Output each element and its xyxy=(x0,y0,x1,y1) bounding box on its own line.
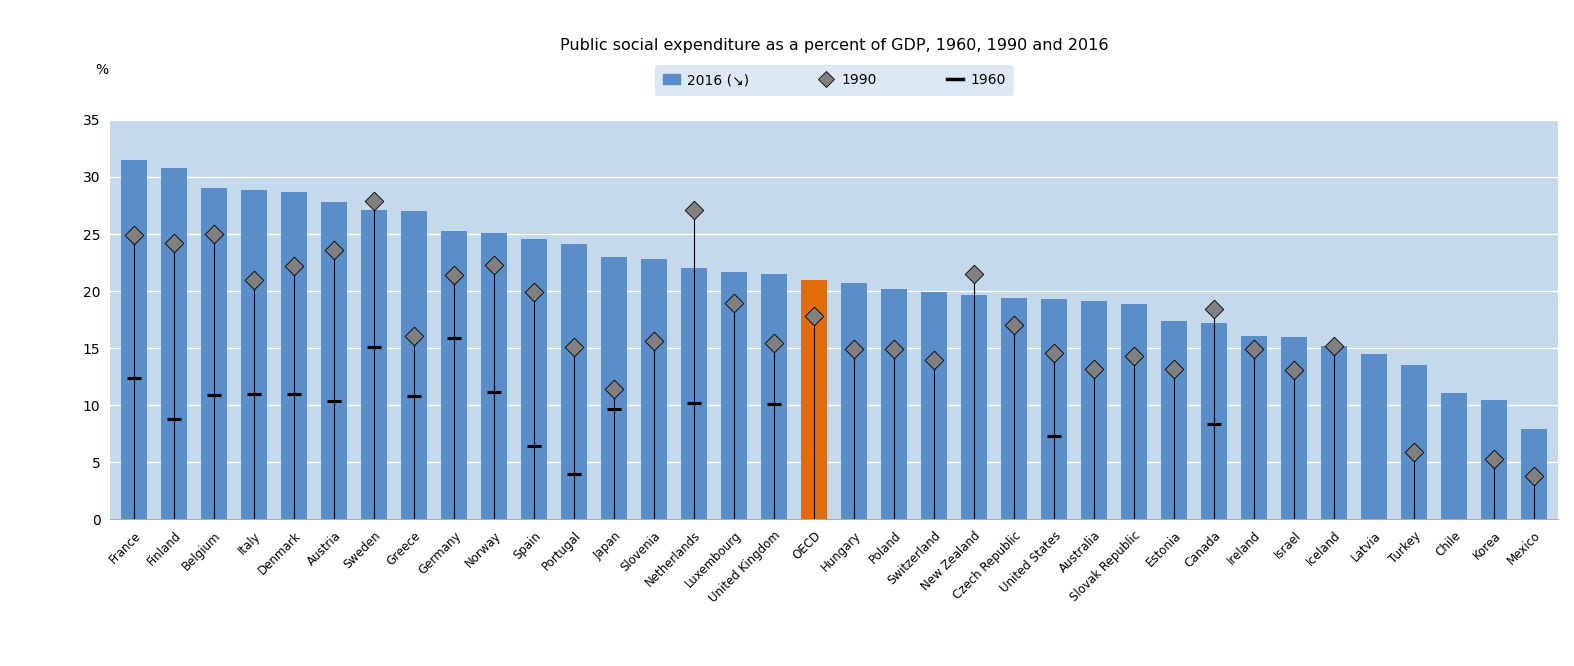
Point xyxy=(1481,454,1506,464)
Bar xyxy=(161,168,187,519)
Point xyxy=(521,287,546,298)
Bar xyxy=(962,294,987,519)
Bar xyxy=(321,202,348,519)
Point xyxy=(1402,447,1428,458)
Bar xyxy=(241,190,268,519)
Bar xyxy=(401,211,427,519)
Point xyxy=(1042,348,1067,358)
Point xyxy=(721,297,746,308)
Bar xyxy=(521,238,548,519)
Point xyxy=(1281,364,1306,375)
Bar xyxy=(1001,298,1028,519)
Point xyxy=(762,337,787,348)
Point xyxy=(201,228,227,239)
Point xyxy=(642,336,667,347)
Point xyxy=(1081,364,1107,374)
Text: %: % xyxy=(96,63,109,77)
Bar xyxy=(1162,321,1187,519)
Bar xyxy=(121,160,148,519)
Bar xyxy=(1042,299,1067,519)
Bar xyxy=(601,257,626,519)
Title: Public social expenditure as a percent of GDP, 1960, 1990 and 2016: Public social expenditure as a percent o… xyxy=(560,39,1108,53)
Point xyxy=(241,274,266,285)
Point xyxy=(162,238,187,248)
Bar xyxy=(1121,304,1147,519)
Point xyxy=(1322,340,1347,351)
Bar xyxy=(921,292,948,519)
Point xyxy=(922,354,948,365)
Bar xyxy=(682,268,707,519)
Point xyxy=(1001,320,1026,331)
Point xyxy=(482,260,507,270)
Point xyxy=(1522,471,1547,482)
Point xyxy=(321,244,346,255)
Point xyxy=(962,268,987,279)
Bar xyxy=(762,274,787,519)
Point xyxy=(1122,351,1147,362)
Point xyxy=(1201,304,1226,315)
Point xyxy=(362,196,387,206)
Bar xyxy=(201,188,227,519)
Bar xyxy=(1442,393,1467,519)
Bar xyxy=(841,283,867,519)
Bar xyxy=(1281,337,1308,519)
Bar xyxy=(1242,336,1267,519)
Bar xyxy=(1401,366,1428,519)
Point xyxy=(682,204,707,215)
Bar xyxy=(1081,302,1107,519)
Point xyxy=(1162,364,1187,374)
Bar xyxy=(1520,430,1547,519)
Point xyxy=(401,330,427,341)
Point xyxy=(562,342,587,352)
Bar xyxy=(282,192,307,519)
Legend: 2016 (↘), 1990, 1960: 2016 (↘), 1990, 1960 xyxy=(655,65,1014,95)
Bar xyxy=(562,244,587,519)
Point xyxy=(842,344,867,355)
Point xyxy=(881,344,907,355)
Bar xyxy=(641,259,667,519)
Bar xyxy=(1481,400,1508,519)
Point xyxy=(442,270,467,280)
Bar xyxy=(721,272,748,519)
Point xyxy=(801,311,826,322)
Point xyxy=(601,384,626,395)
Bar xyxy=(482,233,507,519)
Point xyxy=(121,230,146,240)
Bar xyxy=(1321,346,1347,519)
Bar xyxy=(441,230,467,519)
Bar xyxy=(881,289,907,519)
Point xyxy=(1242,344,1267,355)
Bar xyxy=(1362,354,1387,519)
Bar xyxy=(801,280,828,519)
Bar xyxy=(360,210,387,519)
Point xyxy=(282,260,307,271)
Bar xyxy=(1201,323,1228,519)
